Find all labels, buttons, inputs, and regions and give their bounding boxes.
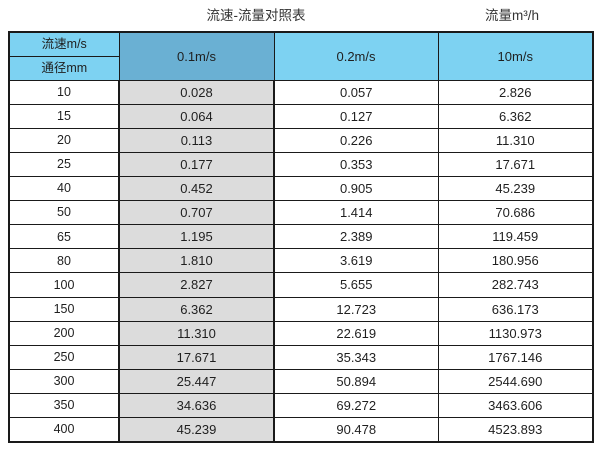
flow-value-cell: 1130.973 — [437, 320, 594, 346]
table-row: 40 0.452 0.905 45.239 — [8, 176, 594, 202]
flow-value-cell: 0.177 — [118, 151, 275, 178]
flow-value-cell: 0.353 — [273, 151, 439, 178]
flow-value-cell: 180.956 — [437, 248, 594, 274]
diameter-cell: 100 — [8, 272, 120, 298]
flow-value-cell: 282.743 — [437, 272, 594, 298]
corner-velocity-label: 流速m/s — [8, 31, 120, 57]
table-row: 400 45.239 90.478 4523.893 — [8, 416, 594, 443]
column-header-velocity-10: 10m/s — [437, 31, 594, 81]
flow-value-cell: 3463.606 — [437, 392, 594, 419]
table-row: 350 34.636 69.272 3463.606 — [8, 392, 594, 419]
diameter-cell: 300 — [8, 368, 120, 394]
table-row: 150 6.362 12.723 636.173 — [8, 296, 594, 322]
flow-value-cell: 45.239 — [437, 176, 594, 202]
flow-value-cell: 119.459 — [437, 224, 594, 250]
column-header-velocity-0-1: 0.1m/s — [118, 31, 275, 81]
table-row: 15 0.064 0.127 6.362 — [8, 103, 594, 129]
flow-value-cell: 0.113 — [118, 127, 275, 153]
flow-value-cell: 70.686 — [437, 200, 594, 226]
flow-value-cell: 2.389 — [273, 224, 439, 250]
diameter-cell: 25 — [8, 151, 120, 178]
flow-value-cell: 50.894 — [273, 368, 439, 394]
flow-value-cell: 6.362 — [437, 103, 594, 129]
flow-value-cell: 0.127 — [273, 103, 439, 129]
diameter-cell: 400 — [8, 416, 120, 443]
diameter-cell: 80 — [8, 248, 120, 274]
table-title: 流速-流量对照表 — [206, 8, 306, 23]
table-row: 200 11.310 22.619 1130.973 — [8, 320, 594, 346]
flow-value-cell: 0.064 — [118, 103, 275, 129]
diameter-cell: 15 — [8, 103, 120, 129]
diameter-cell: 50 — [8, 200, 120, 226]
flow-value-cell: 3.619 — [273, 248, 439, 274]
flow-value-cell: 5.655 — [273, 272, 439, 298]
table-row: 20 0.113 0.226 11.310 — [8, 127, 594, 153]
table-row: 100 2.827 5.655 282.743 — [8, 272, 594, 298]
corner-diameter-label: 通径mm — [8, 55, 120, 81]
flow-value-cell: 12.723 — [273, 296, 439, 322]
flow-value-cell: 6.362 — [118, 296, 275, 322]
flow-value-cell: 4523.893 — [437, 416, 594, 443]
flow-value-cell: 69.272 — [273, 392, 439, 419]
flow-value-cell: 11.310 — [437, 127, 594, 153]
diameter-cell: 350 — [8, 392, 120, 419]
diameter-cell: 250 — [8, 344, 120, 370]
table-row: 80 1.810 3.619 180.956 — [8, 248, 594, 274]
flow-value-cell: 11.310 — [118, 320, 275, 346]
flow-value-cell: 45.239 — [118, 416, 275, 443]
flow-value-cell: 2.826 — [437, 79, 594, 105]
table-row: 250 17.671 35.343 1767.146 — [8, 344, 594, 370]
diameter-cell: 65 — [8, 224, 120, 250]
flow-rate-table: 流速m/s 0.1m/s 0.2m/s 10m/s 通径mm 10 0.028 0.… — [8, 31, 594, 443]
flow-value-cell: 1.195 — [118, 224, 275, 250]
flow-value-cell: 17.671 — [437, 151, 594, 178]
flow-value-cell: 22.619 — [273, 320, 439, 346]
table-header: 流速m/s 0.1m/s 0.2m/s 10m/s 通径mm — [8, 31, 594, 81]
flow-value-cell: 17.671 — [118, 344, 275, 370]
flow-value-cell: 0.226 — [273, 127, 439, 153]
flow-value-cell: 2.827 — [118, 272, 275, 298]
flow-value-cell: 25.447 — [118, 368, 275, 394]
table-row: 65 1.195 2.389 119.459 — [8, 224, 594, 250]
flow-value-cell: 2544.690 — [437, 368, 594, 394]
flow-value-cell: 0.057 — [273, 79, 439, 105]
table-body: 10 0.028 0.057 2.826 15 0.064 0.127 6.362 20 0.11… — [8, 79, 594, 443]
flow-unit-label: 流量m³/h — [485, 8, 539, 23]
flow-value-cell: 0.028 — [118, 79, 275, 105]
table-row: 50 0.707 1.414 70.686 — [8, 200, 594, 226]
diameter-cell: 200 — [8, 320, 120, 346]
flow-value-cell: 1767.146 — [437, 344, 594, 370]
flow-value-cell: 0.905 — [273, 176, 439, 202]
diameter-cell: 10 — [8, 79, 120, 105]
flow-value-cell: 34.636 — [118, 392, 275, 419]
flow-value-cell: 90.478 — [273, 416, 439, 443]
flow-value-cell: 636.173 — [437, 296, 594, 322]
flow-value-cell: 35.343 — [273, 344, 439, 370]
table-row: 25 0.177 0.353 17.671 — [8, 151, 594, 178]
flow-value-cell: 1.810 — [118, 248, 275, 274]
column-header-velocity-0-2: 0.2m/s — [273, 31, 439, 81]
diameter-cell: 20 — [8, 127, 120, 153]
flow-value-cell: 1.414 — [273, 200, 439, 226]
flow-value-cell: 0.452 — [118, 176, 275, 202]
diameter-cell: 150 — [8, 296, 120, 322]
table-row: 10 0.028 0.057 2.826 — [8, 79, 594, 105]
flow-value-cell: 0.707 — [118, 200, 275, 226]
diameter-cell: 40 — [8, 176, 120, 202]
table-row: 300 25.447 50.894 2544.690 — [8, 368, 594, 394]
